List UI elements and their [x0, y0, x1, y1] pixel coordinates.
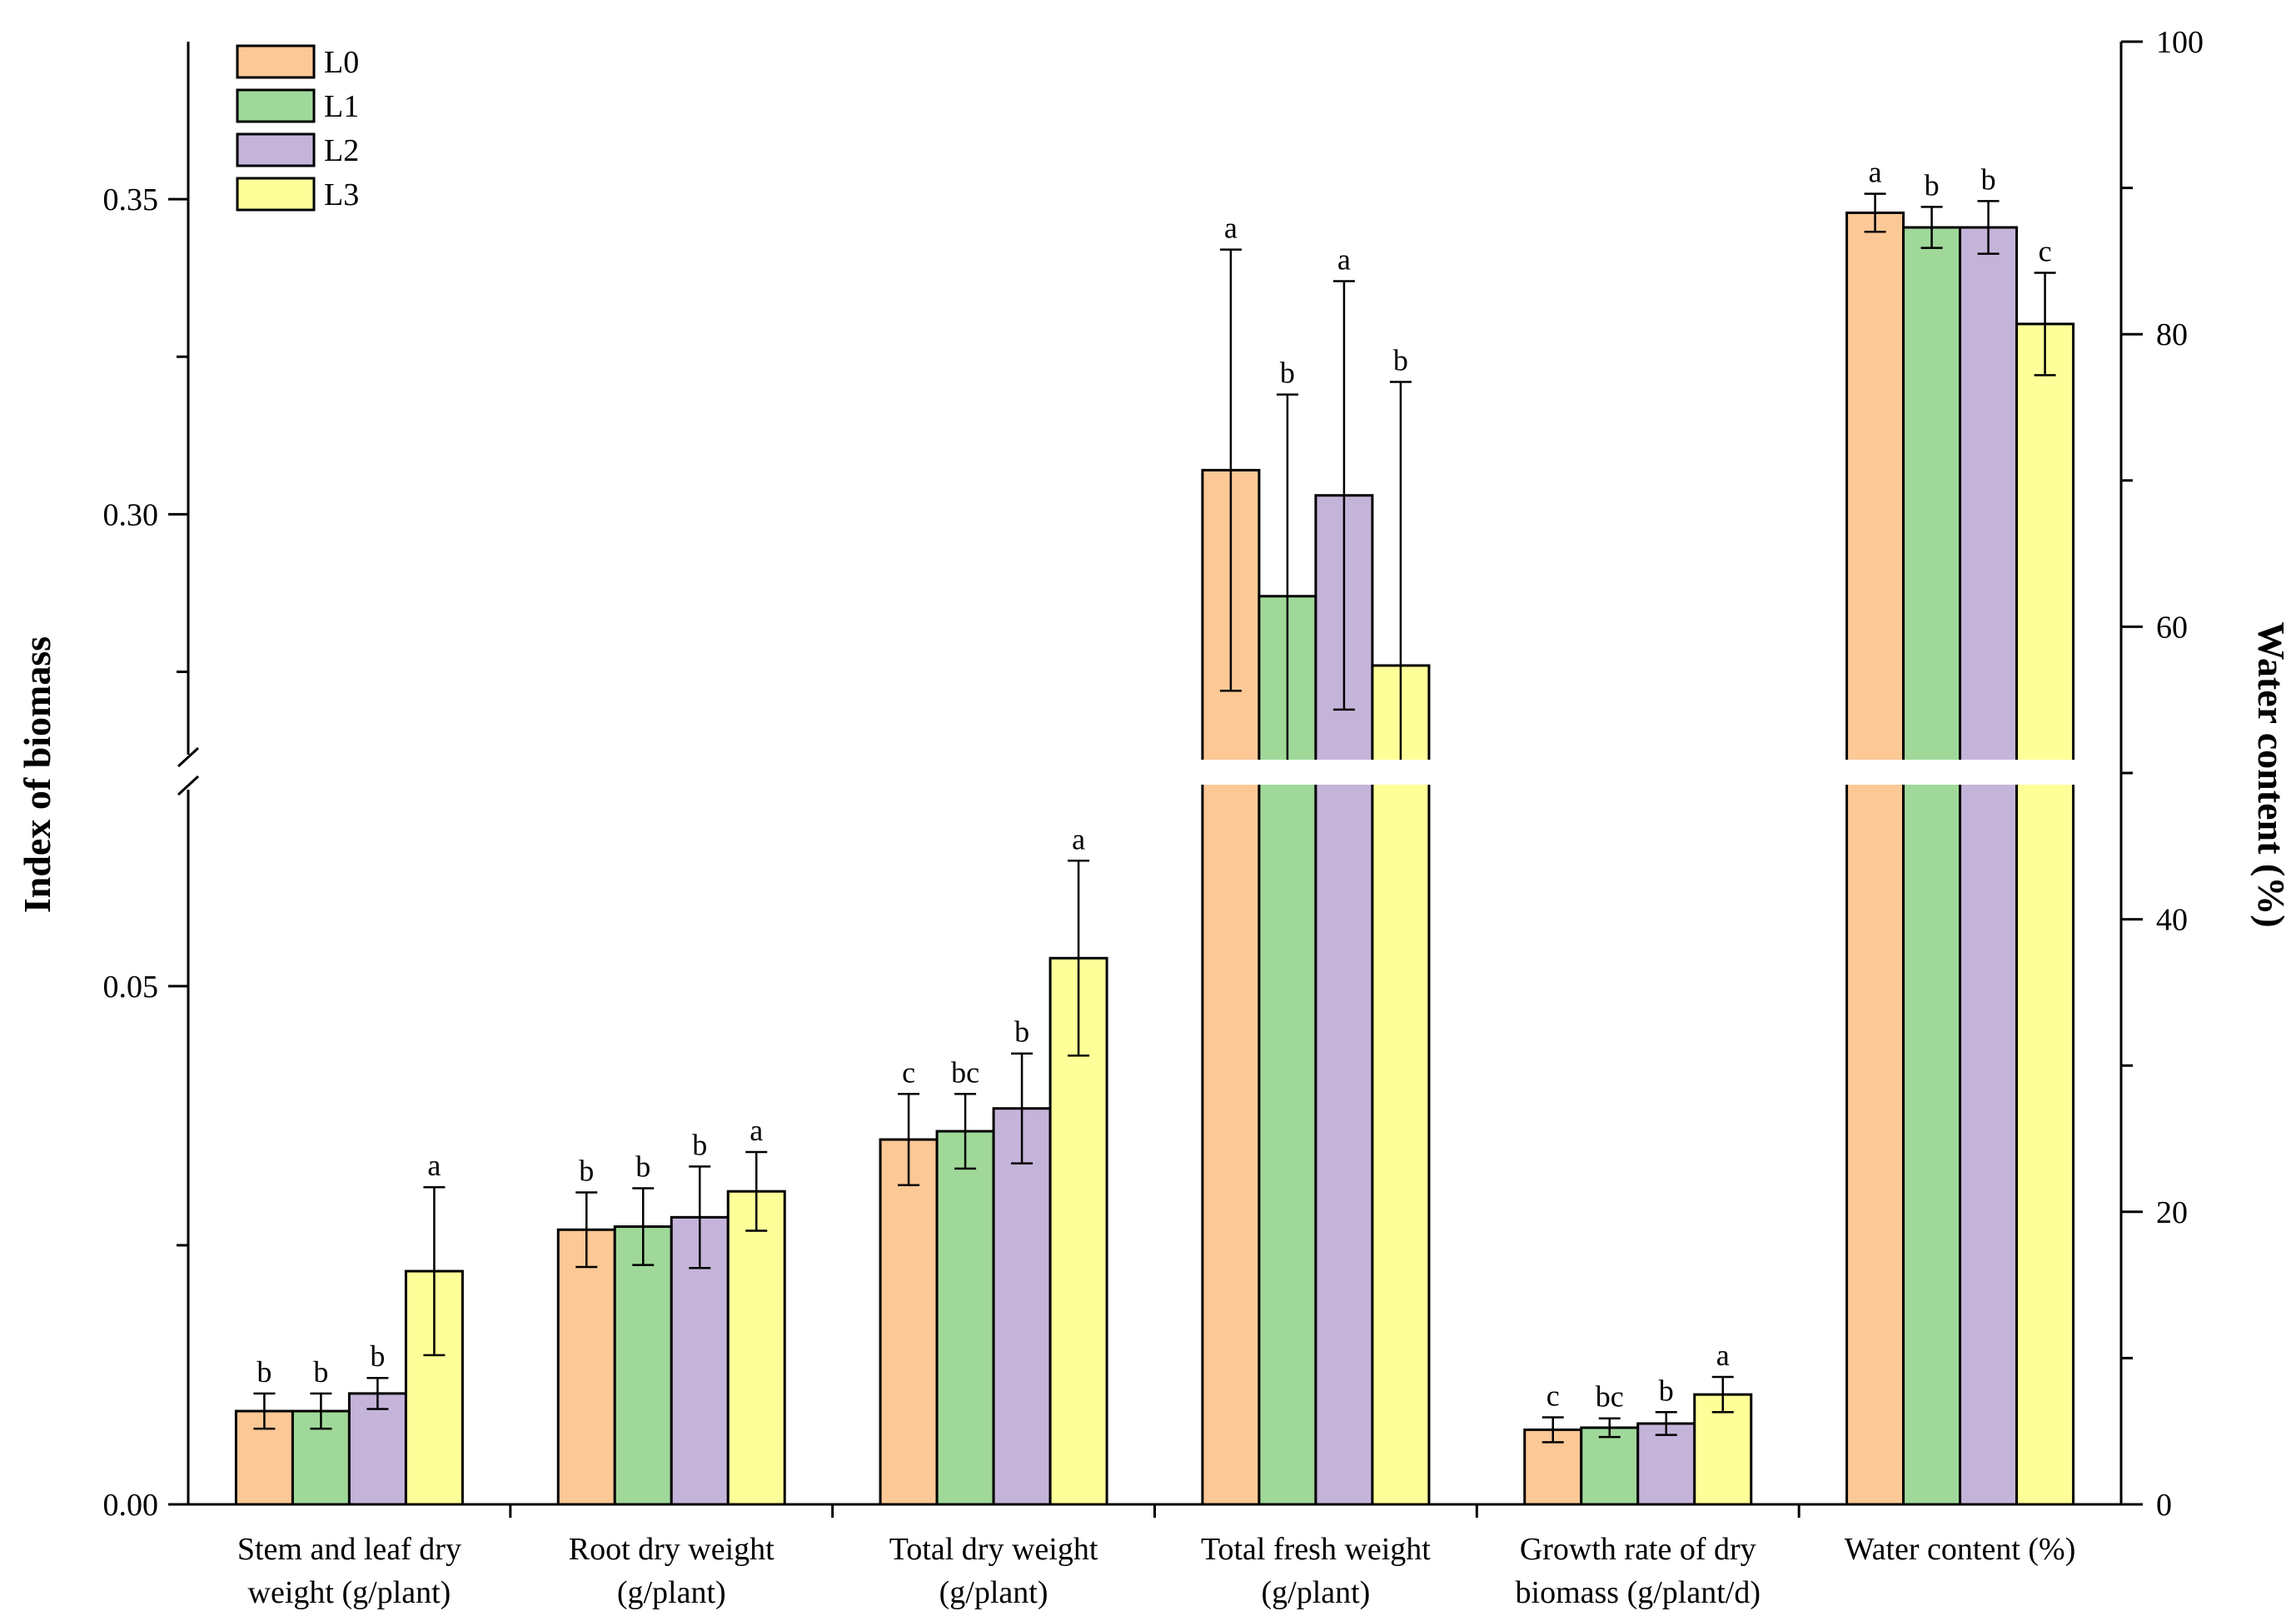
category-label-line: (g/plant) — [1261, 1575, 1370, 1610]
axes: 0.00 0.05 0.30 0.35 0 20 40 60 80 100 Stem and lea… — [103, 25, 2204, 1610]
right-tick-label: 60 — [2156, 610, 2188, 645]
bar-L3-3 — [1371, 664, 1431, 1506]
left-tick-label: 0.30 — [103, 497, 159, 532]
category-label-line: weight (g/plant) — [248, 1575, 451, 1610]
legend: L0 L1 L2 L3 — [236, 44, 359, 212]
significance-letter: b — [635, 1150, 650, 1183]
legend-label-L1: L1 — [324, 89, 359, 124]
significance-letter: a — [427, 1149, 441, 1182]
significance-letter: b — [1280, 357, 1295, 390]
category-label-line: (g/plant) — [939, 1575, 1048, 1610]
category-label-line: Water content (%) — [1845, 1532, 2076, 1567]
category-label-line: Growth rate of dry — [1520, 1532, 1756, 1567]
significance-letter: b — [1659, 1374, 1674, 1407]
significance-letter: b — [313, 1355, 328, 1389]
bar-L2-4 — [1636, 1422, 1696, 1506]
category-label-line: (g/plant) — [617, 1575, 726, 1610]
category-label: Total dry weight (g/plant) — [889, 1532, 1098, 1610]
bar-L2-5 — [1959, 226, 2019, 1506]
bar-L1-4 — [1580, 1426, 1640, 1506]
category-label: Growth rate of dry biomass (g/plant/d) — [1516, 1532, 1761, 1610]
category-label: Total fresh weight (g/plant) — [1201, 1532, 1431, 1610]
category-label-line: Stem and leaf dry — [237, 1532, 461, 1567]
left-tick-label: 0.00 — [103, 1488, 159, 1523]
significance-letter: bc — [951, 1055, 979, 1089]
bar-L2-2 — [992, 1107, 1052, 1506]
legend-swatch-L2 — [236, 132, 316, 167]
significance-letter: a — [1072, 822, 1085, 855]
right-tick-label: 100 — [2156, 25, 2204, 60]
category-label-line: biomass (g/plant/d) — [1516, 1575, 1761, 1610]
bar-L1-1 — [613, 1225, 673, 1506]
significance-letter: b — [1981, 162, 1996, 196]
legend-swatch-L3 — [236, 177, 316, 212]
y2-axis-title: Water content (%) — [2250, 621, 2293, 927]
significance-letter: b — [692, 1128, 707, 1161]
axis-break-gap — [192, 760, 2118, 785]
bar-L3-5 — [2015, 322, 2075, 1506]
bar-L3-1 — [726, 1190, 786, 1506]
y-axis-title: Index of biomass — [16, 636, 58, 913]
significance-letter: bc — [1596, 1380, 1624, 1414]
category-label: Water content (%) — [1845, 1532, 2076, 1567]
bar-L0-5 — [1845, 211, 1905, 1506]
legend-swatch-L1 — [236, 88, 316, 123]
category-label: Root dry weight (g/plant) — [569, 1532, 774, 1610]
category-label: Stem and leaf dry weight (g/plant) — [237, 1532, 461, 1610]
category-label-line: Root dry weight — [569, 1532, 774, 1567]
right-tick-label: 20 — [2156, 1195, 2188, 1230]
category-label-line: Total dry weight — [889, 1532, 1098, 1567]
legend-label-L2: L2 — [324, 133, 359, 168]
right-tick-label: 80 — [2156, 317, 2188, 352]
significance-letter: b — [1014, 1015, 1029, 1049]
category-label-line: Total fresh weight — [1201, 1532, 1431, 1567]
significance-letter: b — [1925, 168, 1940, 202]
significance-letter: b — [256, 1355, 271, 1389]
significance-letter: c — [2039, 234, 2052, 267]
significance-letter: b — [1393, 344, 1408, 377]
significance-letter: a — [1337, 242, 1351, 276]
significance-letter: a — [1869, 156, 1882, 189]
bar-L1-5 — [1902, 226, 1962, 1506]
bar-L0-1 — [556, 1228, 616, 1506]
bar-L1-2 — [935, 1130, 995, 1506]
bar-L0-2 — [879, 1138, 939, 1506]
left-tick-label: 0.35 — [103, 182, 159, 217]
left-tick-label: 0.05 — [103, 970, 159, 1005]
significance-letter: a — [1716, 1339, 1730, 1372]
axis-break-mark — [177, 775, 200, 796]
bar-L2-0 — [347, 1392, 407, 1506]
legend-swatch-L0 — [236, 44, 316, 79]
right-tick-label: 0 — [2156, 1488, 2172, 1523]
significance-letter: b — [370, 1339, 385, 1373]
significance-letter: b — [579, 1154, 594, 1187]
significance-letter: a — [750, 1114, 763, 1147]
significance-letter: a — [1224, 212, 1238, 245]
significance-letter: c — [902, 1055, 915, 1089]
right-tick-label: 40 — [2156, 903, 2188, 938]
legend-label-L0: L0 — [324, 45, 359, 80]
significance-letter: c — [1546, 1379, 1560, 1412]
axis-break-mark — [177, 746, 200, 768]
legend-label-L3: L3 — [324, 177, 359, 212]
